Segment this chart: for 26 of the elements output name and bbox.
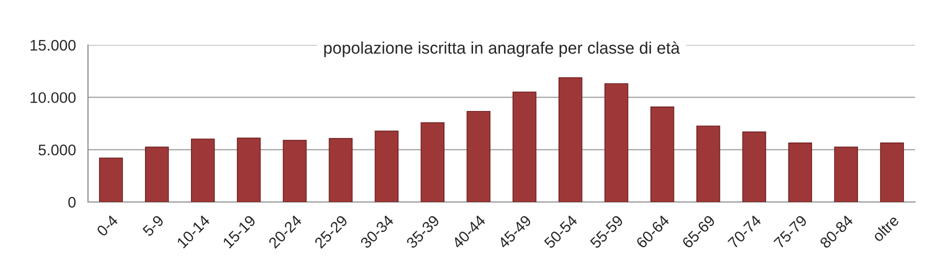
bar <box>788 142 812 202</box>
bar <box>604 83 628 202</box>
x-tick-label: 5-9 <box>142 214 164 237</box>
bar <box>558 77 582 202</box>
bar <box>650 106 674 202</box>
y-tick-label: 15.000 <box>30 40 76 51</box>
bar <box>374 130 399 202</box>
bar <box>512 92 536 202</box>
bar <box>190 138 215 202</box>
bar <box>880 142 904 202</box>
bar <box>236 138 261 202</box>
bar <box>696 126 720 202</box>
x-tick-label: oltre <box>871 214 900 242</box>
bar <box>834 146 858 202</box>
bar <box>466 110 490 202</box>
y-tick-label: 0 <box>68 196 76 208</box>
bar <box>282 140 307 202</box>
bar <box>328 138 353 202</box>
x-tick-label: 0-4 <box>96 214 119 237</box>
bar <box>145 146 169 202</box>
bar <box>99 158 123 202</box>
chart-title: popolazione iscritta in anagrafe per classe di età <box>324 41 680 58</box>
bar <box>420 122 444 202</box>
y-tick-label: 5.000 <box>38 144 76 156</box>
bar <box>742 132 766 202</box>
y-tick-label: 10.000 <box>30 92 76 104</box>
